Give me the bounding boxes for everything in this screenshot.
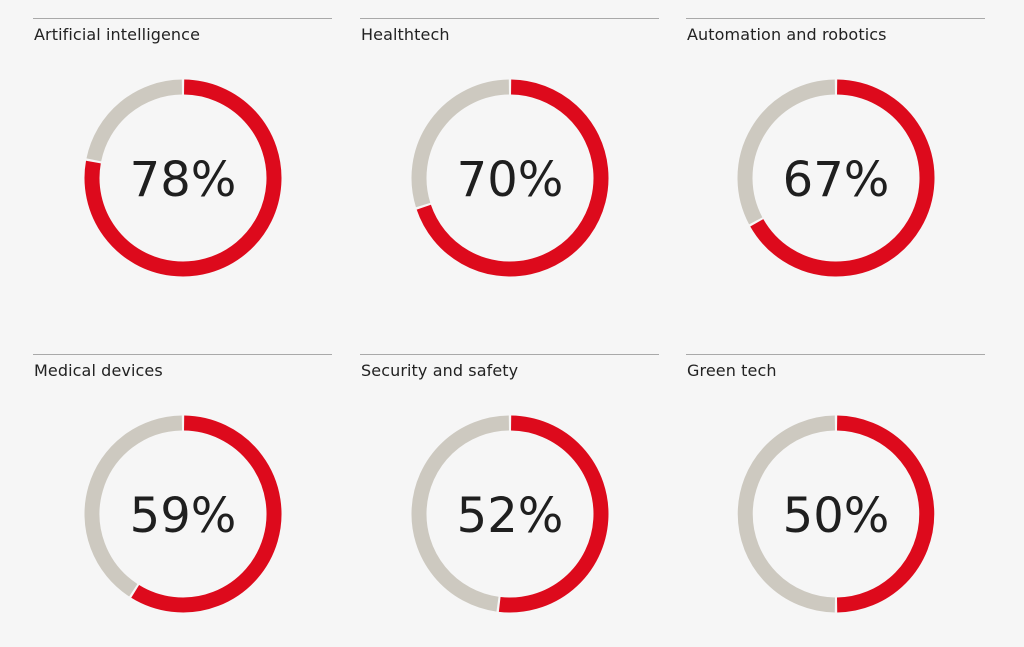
chart-panel-artificial-intelligence: Artificial intelligence 78% bbox=[33, 18, 332, 318]
donut-remainder-arc bbox=[411, 79, 510, 208]
donut-value-arc bbox=[750, 79, 935, 277]
donut-chart: 67% bbox=[737, 79, 935, 277]
panel-label: Green tech bbox=[687, 361, 777, 380]
panel-divider bbox=[686, 18, 985, 19]
chart-panel-security-and-safety: Security and safety 52% bbox=[360, 354, 659, 647]
panel-divider bbox=[33, 354, 332, 355]
panel-label: Artificial intelligence bbox=[34, 25, 201, 44]
donut-chart: 59% bbox=[84, 415, 282, 613]
donut-chart: 52% bbox=[411, 415, 609, 613]
panel-label: Medical devices bbox=[34, 361, 163, 380]
panel-divider bbox=[360, 18, 659, 19]
panel-divider bbox=[360, 354, 659, 355]
percent-label: 52% bbox=[457, 488, 564, 544]
percent-label: 59% bbox=[130, 488, 237, 544]
chart-panel-green-tech: Green tech 50% bbox=[686, 354, 985, 647]
donut-remainder-arc bbox=[737, 415, 836, 613]
donut-value-arc bbox=[416, 79, 609, 277]
donut-value-arc bbox=[498, 415, 609, 613]
donut-value-arc bbox=[131, 415, 282, 613]
donut-chart: 70% bbox=[411, 79, 609, 277]
percent-label: 70% bbox=[457, 152, 564, 208]
donut-chart: 50% bbox=[737, 415, 935, 613]
panel-label: Automation and robotics bbox=[687, 25, 887, 44]
donut-chart: 78% bbox=[84, 79, 282, 277]
chart-panel-medical-devices: Medical devices 59% bbox=[33, 354, 332, 647]
donut-remainder-arc bbox=[86, 79, 183, 162]
percent-label: 78% bbox=[130, 152, 237, 208]
panel-divider bbox=[33, 18, 332, 19]
panel-label: Healthtech bbox=[361, 25, 450, 44]
percent-label: 67% bbox=[783, 152, 890, 208]
donut-remainder-arc bbox=[84, 415, 183, 597]
chart-panel-healthtech: Healthtech 70% bbox=[360, 18, 659, 318]
percent-label: 50% bbox=[783, 488, 890, 544]
panel-divider bbox=[686, 354, 985, 355]
donut-value-arc bbox=[836, 415, 935, 613]
donut-remainder-arc bbox=[737, 79, 836, 225]
panel-label: Security and safety bbox=[361, 361, 519, 380]
donut-value-arc bbox=[84, 79, 282, 277]
donut-remainder-arc bbox=[411, 415, 510, 612]
chart-panel-automation-and-robotics: Automation and robotics 67% bbox=[686, 18, 985, 318]
